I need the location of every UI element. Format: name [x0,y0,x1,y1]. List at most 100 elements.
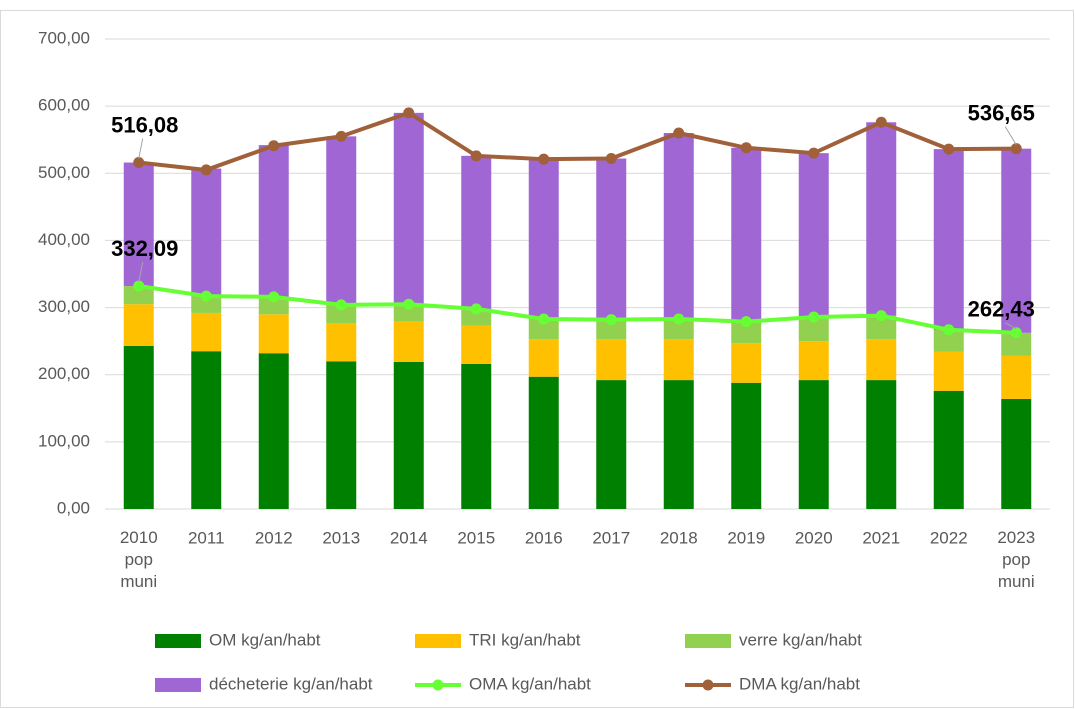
line-marker [268,291,280,303]
line-marker [1010,143,1022,155]
line-marker [133,156,145,168]
line-marker [133,280,145,292]
line-marker [403,298,415,310]
bar-segment [596,339,627,381]
line-marker [740,142,752,154]
bar-segment [866,122,897,316]
x-tick-label: 2020 [795,528,833,547]
line-marker [538,153,550,165]
bar-segment [326,361,357,509]
line-marker [875,116,887,128]
bar-segment [191,351,222,509]
bar-segment [393,304,424,322]
bar-segment [393,361,424,509]
bar-segment [123,286,154,305]
bar-segment [528,339,559,377]
bar-segment [528,376,559,509]
bar-segment [596,380,627,509]
x-tick-label: 2019 [727,528,765,547]
y-tick-label: 200,00 [38,364,90,383]
line-marker [875,310,887,322]
bar-segment [663,339,694,381]
bar-segment [1001,398,1032,509]
bar-segment [731,147,762,322]
label-leader [1004,126,1017,145]
bar-segment [258,314,289,354]
legend-label: TRI kg/an/habt [469,630,581,649]
bar-segment [798,380,829,509]
bar-segment [933,329,964,352]
bar-segment [1001,148,1032,333]
x-tick-label: 2017 [592,528,630,547]
y-tick-label: 300,00 [38,297,90,316]
bar-segment [933,351,964,391]
bar-segment [731,382,762,509]
bar-segment [191,168,222,297]
bar-segment [461,363,492,509]
bar-segment [596,158,627,320]
legend-swatch [685,634,731,648]
line-marker [605,314,617,326]
bar-segment [326,136,357,305]
bar-segment [258,296,289,315]
bar-segment [933,149,964,330]
line-marker [470,150,482,162]
x-tick-label: 2014 [390,528,428,547]
bar-segment [461,155,492,309]
line-marker [403,107,415,119]
line-marker [268,140,280,152]
bar-segment [663,380,694,509]
line-marker [200,290,212,302]
bar-segment [731,343,762,383]
bar-segment [123,345,154,509]
line-marker [605,153,617,165]
bar-segment [123,304,154,346]
legend-swatch [415,634,461,648]
bar-segment [326,304,357,324]
legend-label: décheterie kg/an/habt [209,674,373,693]
data-label: 516,08 [111,112,178,137]
x-tick-label: 2010 pop muni [120,528,158,591]
legend-label: OM kg/an/habt [209,630,321,649]
x-tick-label: 2012 [255,528,293,547]
bar-segment [798,153,829,317]
data-label: 536,65 [968,100,1035,125]
bar-segment [123,162,154,287]
bar-segment [528,159,559,319]
line-marker [1010,327,1022,339]
data-label: 262,43 [968,297,1035,322]
label-leader [1005,322,1017,330]
x-tick-label: 2016 [525,528,563,547]
bar-segment [596,319,627,340]
line-marker [673,127,685,139]
x-tick-label: 2021 [862,528,900,547]
bar-segment [191,296,222,313]
line-marker [335,299,347,311]
bar-segment [798,341,829,381]
x-tick-label: 2013 [322,528,360,547]
legend-label: OMA kg/an/habt [469,674,591,693]
bar-segment [866,315,897,340]
bar-segment [866,380,897,509]
bar-segment [258,145,289,297]
bar-segment [393,321,424,362]
x-tick-label: 2015 [457,528,495,547]
y-tick-label: 100,00 [38,431,90,450]
x-tick-label: 2011 [188,528,225,547]
bar-segment [191,312,222,352]
line-marker [740,316,752,328]
line-marker [200,164,212,176]
bar-segment [528,318,559,340]
x-tick-label: 2018 [660,528,698,547]
bar-segment [461,308,492,326]
label-leader [138,261,144,283]
bar-segment [461,325,492,364]
label-leader [138,138,144,159]
line-series [138,284,1017,335]
bar-segment [933,390,964,509]
x-tick-label: 2022 [930,528,968,547]
bar-segment [393,112,424,305]
legend-swatch [155,678,201,692]
bar-segment [866,339,897,381]
